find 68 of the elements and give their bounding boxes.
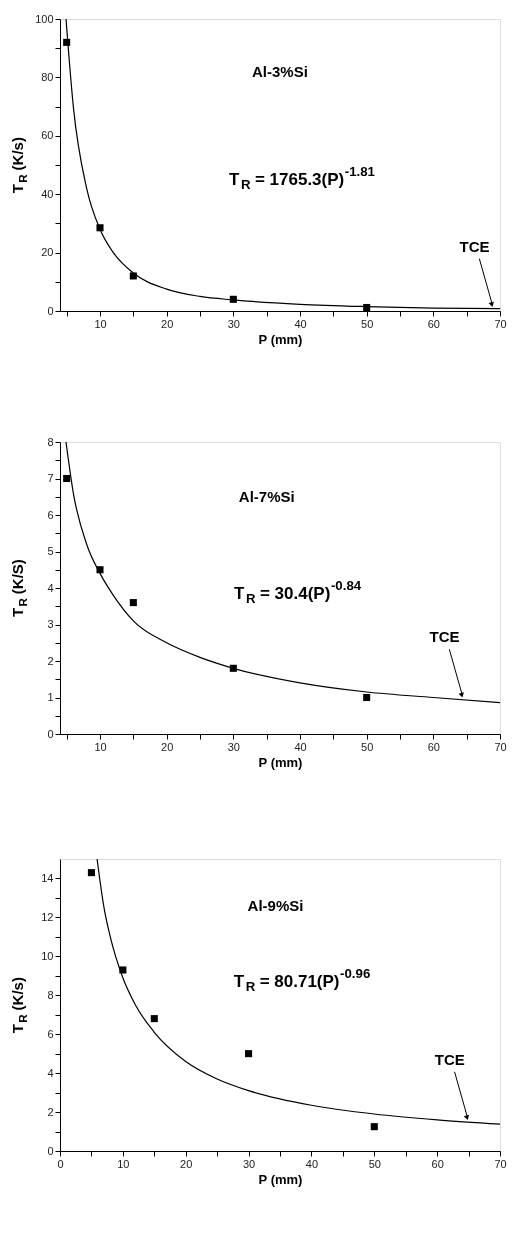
y-tick-label: 2 [47,1105,54,1118]
point [96,224,104,232]
y-tick-label: 6 [47,1027,54,1040]
y-tick-label: 100 [35,12,54,25]
y-tick-label: 0 [47,304,54,317]
y-tick-label: 8 [47,435,54,448]
y-axis-title: TR (K/s) [9,137,29,194]
x-tick-label: 70 [494,1157,507,1170]
y-tick-label: 5 [47,545,54,557]
annotation: Al-9%Si [247,896,304,914]
x-tick-label: 20 [180,1157,193,1170]
x-axis-title: P (mm) [258,1171,303,1187]
x-axis-title: P (mm) [258,754,303,770]
y-tick-label: 2 [47,654,54,667]
point [363,693,371,702]
x-tick-label: 60 [427,740,440,753]
x-tick-label: 60 [431,1157,444,1170]
annotation: Al-7%Si [238,488,295,506]
y-tick-label: 40 [41,187,54,200]
y-tick-label: 4 [47,1066,54,1079]
point [63,474,71,483]
x-tick-label: 10 [94,317,107,330]
x-tick-label: 70 [494,317,507,330]
x-tick-label: 10 [117,1157,130,1170]
y-axis-title: TR (K/s) [9,977,29,1034]
y-tick-label: 14 [41,871,54,884]
x-tick-label: 10 [94,740,107,753]
annotation: TCE [429,628,460,646]
x-tick-label: 30 [242,1157,256,1170]
x-tick-label: 0 [57,1157,64,1170]
point [87,869,95,877]
y-axis-title: TR (K/S) [9,559,29,618]
x-tick-label: 30 [227,317,240,330]
y-tick-label: 1 [47,691,54,703]
x-tick-label: 40 [294,317,307,330]
point [129,599,137,607]
point [245,1050,253,1058]
x-tick-label: 50 [368,1157,381,1170]
y-tick-label: 6 [47,508,54,521]
x-tick-label: 60 [427,317,440,330]
x-tick-label: 70 [494,740,507,753]
line-series [96,859,500,1125]
y-tick-label: 80 [41,70,54,83]
y-tick-label: 8 [47,988,54,1001]
annotation: Al-3%Si [251,62,308,80]
x-tick-label: 50 [361,317,374,330]
y-tick-label: 12 [41,910,54,923]
x-tick-label: 20 [161,740,174,753]
y-tick-label: 3 [47,618,54,630]
x-tick-label: 30 [227,740,240,753]
y-tick-label: 0 [47,1144,54,1157]
x-tick-label: 40 [305,1157,319,1170]
y-tick-label: 60 [41,129,54,142]
x-tick-label: 40 [294,740,307,753]
line-series [65,442,500,704]
y-tick-label: 10 [41,949,54,962]
x-tick-label: 20 [161,317,174,330]
annotation: TCE [434,1050,465,1068]
point [96,566,104,574]
annotation: TCE [459,237,490,255]
x-axis-title: P (mm) [258,331,303,347]
point [150,1015,158,1023]
y-tick-label: 0 [47,727,54,740]
y-tick-label: 20 [41,246,54,259]
x-tick-label: 50 [361,740,374,753]
point [370,1123,378,1131]
y-tick-label: 4 [47,581,54,594]
y-tick-label: 7 [47,472,54,484]
